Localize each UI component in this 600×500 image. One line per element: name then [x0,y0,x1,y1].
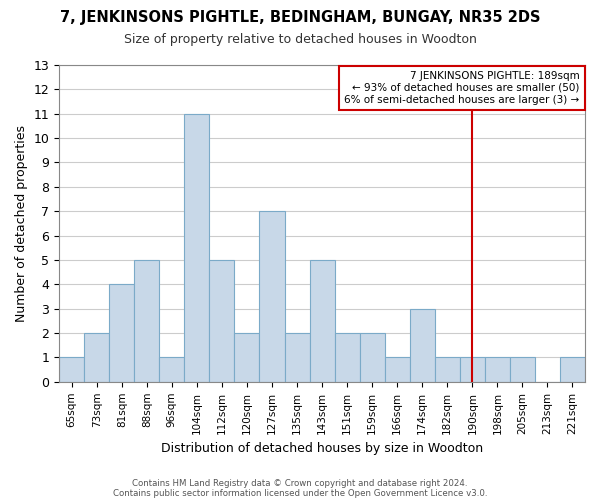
Bar [84,333,109,382]
Bar [460,358,485,382]
Bar [385,358,410,382]
Bar [359,333,385,382]
Y-axis label: Number of detached properties: Number of detached properties [15,125,28,322]
Bar [59,358,84,382]
Text: 7, JENKINSONS PIGHTLE, BEDINGHAM, BUNGAY, NR35 2DS: 7, JENKINSONS PIGHTLE, BEDINGHAM, BUNGAY… [60,10,540,25]
Bar [259,211,284,382]
Bar [109,284,134,382]
Text: Contains public sector information licensed under the Open Government Licence v3: Contains public sector information licen… [113,488,487,498]
Bar [435,358,460,382]
Bar [134,260,160,382]
Bar [209,260,235,382]
Bar [560,358,585,382]
Bar [310,260,335,382]
X-axis label: Distribution of detached houses by size in Woodton: Distribution of detached houses by size … [161,442,483,455]
Text: Size of property relative to detached houses in Woodton: Size of property relative to detached ho… [124,32,476,46]
Bar [184,114,209,382]
Bar [284,333,310,382]
Bar [335,333,359,382]
Bar [410,308,435,382]
Bar [235,333,259,382]
Bar [510,358,535,382]
Text: 7 JENKINSONS PIGHTLE: 189sqm
← 93% of detached houses are smaller (50)
6% of sem: 7 JENKINSONS PIGHTLE: 189sqm ← 93% of de… [344,72,580,104]
Text: Contains HM Land Registry data © Crown copyright and database right 2024.: Contains HM Land Registry data © Crown c… [132,478,468,488]
Bar [160,358,184,382]
Bar [485,358,510,382]
